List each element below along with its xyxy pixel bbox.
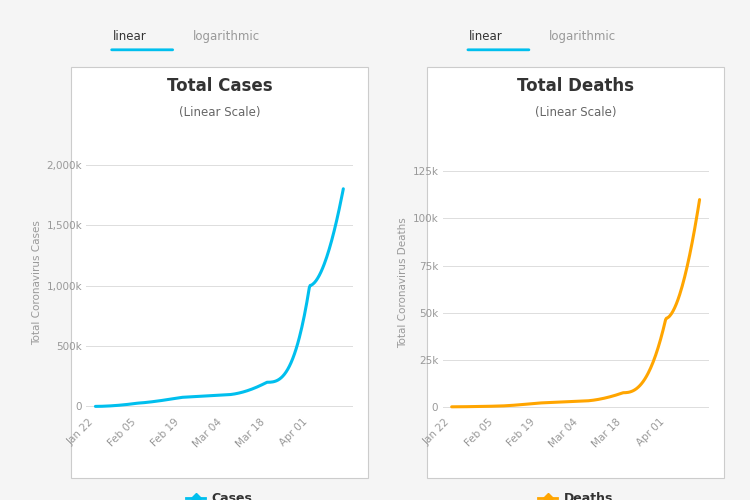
Y-axis label: Total Coronavirus Cases: Total Coronavirus Cases (32, 220, 42, 345)
Text: Total Cases: Total Cases (166, 78, 272, 96)
Legend: Deaths: Deaths (533, 487, 618, 500)
Text: linear: linear (470, 30, 502, 44)
Text: linear: linear (112, 30, 147, 44)
Legend: Cases: Cases (182, 487, 257, 500)
Text: logarithmic: logarithmic (549, 30, 616, 44)
Text: logarithmic: logarithmic (193, 30, 260, 44)
Y-axis label: Total Coronavirus Deaths: Total Coronavirus Deaths (398, 217, 408, 348)
Text: Total Deaths: Total Deaths (518, 78, 634, 96)
Text: (Linear Scale): (Linear Scale) (535, 106, 616, 118)
Text: (Linear Scale): (Linear Scale) (178, 106, 260, 118)
